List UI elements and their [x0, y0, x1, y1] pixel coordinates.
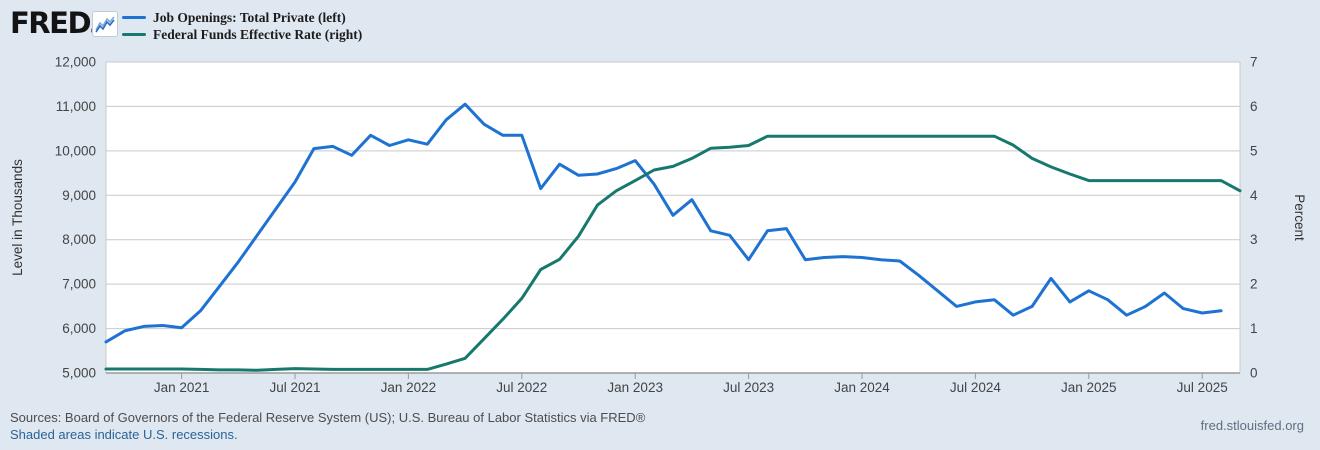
left-axis-tick-label: 7,000 [62, 277, 96, 292]
legend-item-job-openings[interactable]: Job Openings: Total Private (left) [122, 9, 362, 26]
x-tick-label: Jul 2023 [723, 380, 774, 395]
x-tick-label: Jul 2024 [950, 380, 1002, 395]
fred-site-link[interactable]: fred.stlouisfed.org [1200, 418, 1304, 433]
series-line-1 [104, 134, 1242, 372]
right-axis-title: Percent [1292, 194, 1307, 241]
right-axis-tick-label: 2 [1250, 277, 1258, 292]
x-tick-label: Jul 2022 [496, 380, 547, 395]
right-axis-tick-label: 7 [1250, 55, 1258, 70]
legend-item-fed-funds-rate[interactable]: Federal Funds Effective Rate (right) [122, 26, 362, 43]
left-axis-tick-label: 12,000 [55, 55, 96, 70]
left-axis-tick-label: 9,000 [62, 188, 96, 203]
fred-sparkline-icon [92, 11, 118, 37]
right-axis-tick-label: 6 [1250, 99, 1258, 114]
plot-area[interactable] [106, 62, 1240, 373]
dual-axis-line-chart[interactable]: 12,000 7 11,000 6 10,000 5 9,000 4 8,000 3 7,000 2 6… [0, 0, 1320, 405]
left-axis-title: Level in Thousands [10, 159, 25, 276]
fred-logo-text: FRED [10, 6, 92, 40]
x-tick-label: Jul 2025 [1177, 380, 1228, 395]
series-line-0 [104, 102, 1223, 344]
legend-swatch-blue [122, 15, 146, 20]
recessions-link[interactable]: Shaded areas indicate U.S. recessions. [10, 427, 238, 442]
x-tick-label: Jan 2025 [1061, 380, 1117, 395]
x-tick-label: Jul 2021 [269, 380, 320, 395]
right-axis-tick-label: 4 [1250, 188, 1258, 203]
right-axis-tick-label: 1 [1250, 321, 1258, 336]
left-axis-tick-label: 6,000 [62, 321, 96, 336]
right-axis-tick-label: 0 [1250, 366, 1258, 381]
left-axis-tick-label: 10,000 [55, 143, 96, 158]
right-axis-tick-label: 5 [1250, 143, 1258, 158]
x-tick-label: Jan 2022 [381, 380, 437, 395]
sources-note: Sources: Board of Governors of the Feder… [10, 410, 646, 425]
chart-legend: Job Openings: Total Private (left) Feder… [122, 9, 362, 43]
x-tick-label: Jan 2021 [154, 380, 210, 395]
left-axis-tick-label: 11,000 [56, 99, 96, 114]
legend-label: Federal Funds Effective Rate (right) [153, 27, 363, 42]
left-axis-tick-label: 5,000 [62, 366, 96, 381]
legend-label: Job Openings: Total Private (left) [153, 10, 346, 25]
left-axis-tick-label: 8,000 [62, 232, 96, 247]
x-tick-label: Jan 2023 [607, 380, 663, 395]
chart-footer: Sources: Board of Governors of the Feder… [10, 409, 645, 443]
legend-swatch-green [122, 32, 146, 37]
right-axis-tick-label: 3 [1250, 232, 1258, 247]
x-tick-label: Jan 2024 [834, 380, 890, 395]
